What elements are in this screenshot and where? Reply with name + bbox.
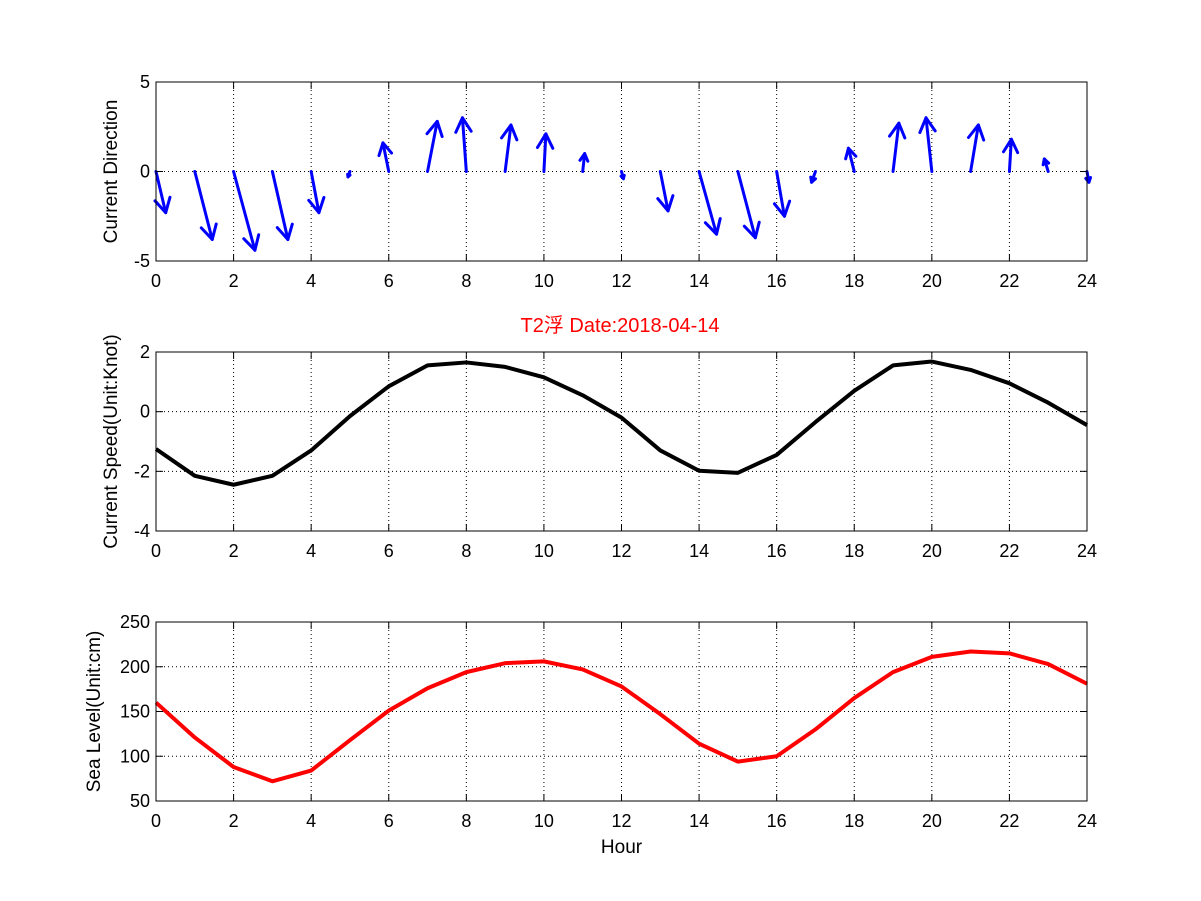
x-tick-label: 2 bbox=[229, 541, 239, 561]
direction-arrow bbox=[918, 116, 937, 173]
y-tick-label: 150 bbox=[120, 702, 150, 722]
direction-arrow bbox=[888, 121, 907, 173]
direction-arrow bbox=[193, 170, 218, 242]
x-tick-label: 8 bbox=[461, 541, 471, 561]
y-tick-label: 2 bbox=[140, 342, 150, 362]
x-tick-label: 24 bbox=[1077, 811, 1097, 831]
y-tick-label: 0 bbox=[140, 402, 150, 422]
direction-arrow bbox=[270, 170, 294, 242]
x-tick-label: 8 bbox=[461, 271, 471, 291]
x-tick-label: 20 bbox=[922, 541, 942, 561]
x-tick-label: 10 bbox=[534, 541, 554, 561]
x-tick-label: 2 bbox=[229, 271, 239, 291]
x-tick-label: 22 bbox=[999, 811, 1019, 831]
x-tick-label: 12 bbox=[611, 541, 631, 561]
direction-arrow bbox=[1041, 157, 1051, 173]
y-tick-labels: 250 200 150 100 50 bbox=[120, 612, 1087, 811]
x-tick-label: 4 bbox=[306, 271, 316, 291]
x-tick-labels: 0 2 4 6 8 10 12 14 16 18 20 22 24 bbox=[151, 622, 1097, 831]
x-tick-label: 10 bbox=[534, 271, 554, 291]
direction-arrow bbox=[454, 116, 473, 173]
y-tick-label: -4 bbox=[134, 521, 150, 541]
x-tick-label: 12 bbox=[611, 271, 631, 291]
direction-arrow bbox=[346, 170, 352, 179]
x-tick-label: 22 bbox=[999, 271, 1019, 291]
x-tick-label: 10 bbox=[534, 811, 554, 831]
x-tick-labels: 0 2 4 6 8 10 12 14 16 18 20 22 24 bbox=[151, 352, 1097, 561]
x-tick-label: 6 bbox=[384, 271, 394, 291]
y-tick-label: 250 bbox=[120, 612, 150, 632]
y-tick-label: 200 bbox=[120, 657, 150, 677]
x-tick-label: 14 bbox=[689, 811, 709, 831]
x-tick-label: 0 bbox=[151, 271, 161, 291]
y-tick-label: 0 bbox=[140, 162, 150, 182]
direction-arrow bbox=[656, 170, 675, 213]
panel-current-speed: 0 2 4 6 8 10 12 14 16 18 20 22 24 20-2-4 Current Spe… bbox=[101, 334, 1097, 561]
x-tick-label: 12 bbox=[611, 811, 631, 831]
x-tick-label: 2 bbox=[229, 811, 239, 831]
x-tick-label: 20 bbox=[922, 271, 942, 291]
panel-current-direction: 0 2 4 6 8 10 12 14 16 18 20 22 24 50-5 Current Direc… bbox=[101, 72, 1097, 291]
x-tick-label: 4 bbox=[306, 811, 316, 831]
direction-arrows bbox=[153, 116, 1093, 252]
direction-arrow bbox=[1001, 137, 1020, 173]
direction-arrow bbox=[966, 123, 986, 173]
y-tick-label: 5 bbox=[140, 72, 150, 92]
direction-arrow bbox=[736, 170, 761, 240]
x-tick-label: 20 bbox=[922, 811, 942, 831]
x-tick-label: 18 bbox=[844, 811, 864, 831]
x-tick-label: 8 bbox=[461, 811, 471, 831]
direction-arrow bbox=[425, 119, 444, 173]
direction-arrow bbox=[772, 170, 792, 218]
y-tick-label: 50 bbox=[130, 791, 150, 811]
series-line bbox=[154, 649, 1088, 784]
x-tick-label: 14 bbox=[689, 271, 709, 291]
direction-arrow bbox=[844, 146, 858, 173]
direction-arrow bbox=[619, 170, 626, 181]
direction-arrow bbox=[697, 170, 722, 236]
x-tick-label: 6 bbox=[384, 541, 394, 561]
x-tick-label: 24 bbox=[1077, 541, 1097, 561]
y-axis-label: Current Direction bbox=[101, 100, 122, 244]
y-axis-label: Current Speed(Unit:Knot) bbox=[101, 334, 122, 548]
x-tick-label: 6 bbox=[384, 811, 394, 831]
x-tick-label: 16 bbox=[767, 541, 787, 561]
x-tick-label: 18 bbox=[844, 271, 864, 291]
x-tick-label: 22 bbox=[999, 541, 1019, 561]
x-tick-label: 14 bbox=[689, 541, 709, 561]
direction-arrow bbox=[500, 123, 519, 173]
y-tick-labels: 2 0 -2 -4 bbox=[134, 342, 1087, 541]
x-tick-label: 16 bbox=[767, 811, 787, 831]
direction-arrow bbox=[377, 141, 394, 173]
figure-title: T2浮 Date:2018-04-14 bbox=[520, 314, 719, 337]
x-tick-label: 0 bbox=[151, 541, 161, 561]
x-tick-label: 4 bbox=[306, 541, 316, 561]
y-tick-label: -5 bbox=[134, 251, 150, 271]
x-tick-label: 18 bbox=[844, 541, 864, 561]
y-tick-label: 100 bbox=[120, 746, 150, 766]
direction-arrow bbox=[307, 170, 326, 215]
grid-lines bbox=[156, 352, 1087, 531]
x-axis-label: Hour bbox=[601, 837, 643, 858]
x-tick-label: 24 bbox=[1077, 271, 1097, 291]
direction-arrow bbox=[153, 170, 172, 215]
direction-arrow bbox=[809, 170, 817, 184]
direction-arrow bbox=[232, 170, 261, 252]
direction-arrow bbox=[535, 132, 555, 173]
x-tick-label: 16 bbox=[767, 271, 787, 291]
x-tick-label: 0 bbox=[151, 811, 161, 831]
x-tick-labels: 0 2 4 6 8 10 12 14 16 18 20 22 24 bbox=[151, 82, 1097, 291]
y-axis-label: Sea Level(Unit:cm) bbox=[84, 631, 105, 793]
direction-arrow bbox=[578, 152, 590, 173]
y-tick-labels: 5 0 -5 bbox=[134, 72, 1087, 271]
y-tick-label: -2 bbox=[134, 461, 150, 481]
